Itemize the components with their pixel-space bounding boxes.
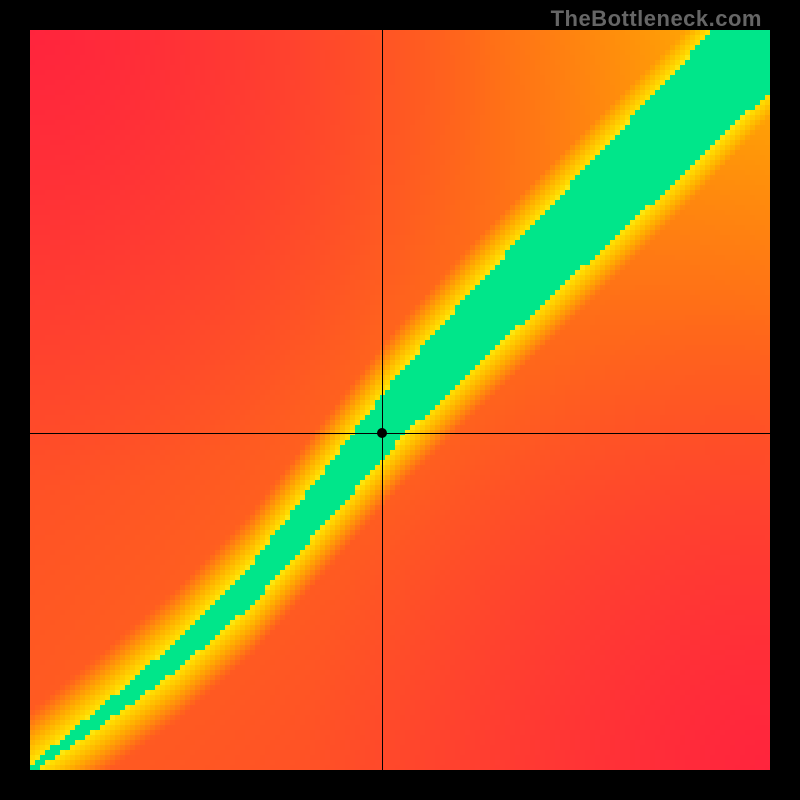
- watermark-text: TheBottleneck.com: [551, 6, 762, 32]
- plot-frame: [30, 30, 770, 770]
- crosshair-vertical: [382, 30, 383, 770]
- heatmap-canvas: [30, 30, 770, 770]
- crosshair-marker: [377, 428, 387, 438]
- crosshair-horizontal: [30, 433, 770, 434]
- heatmap-plot: [30, 30, 770, 770]
